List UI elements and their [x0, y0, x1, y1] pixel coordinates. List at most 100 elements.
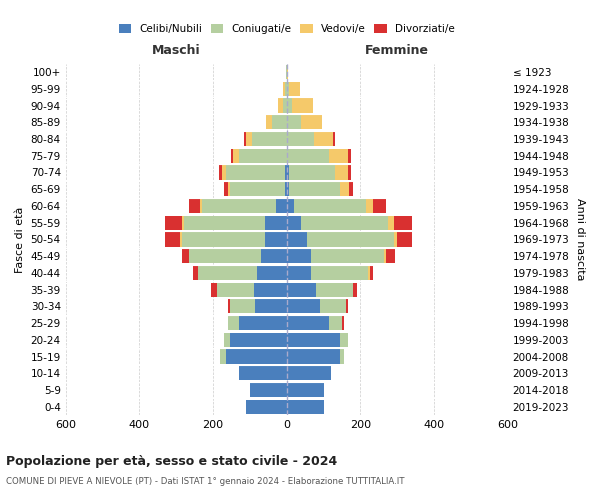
Bar	[265, 232, 287, 246]
Bar	[394, 232, 397, 246]
Bar	[217, 282, 254, 296]
Bar	[228, 316, 239, 330]
Bar	[347, 148, 351, 163]
Y-axis label: Anni di nascita: Anni di nascita	[575, 198, 585, 280]
Bar	[165, 216, 182, 230]
Bar	[320, 299, 346, 314]
Bar	[285, 182, 287, 196]
Bar	[287, 299, 320, 314]
Bar	[287, 199, 294, 213]
Bar	[286, 65, 287, 79]
Bar	[287, 166, 289, 179]
Bar	[222, 166, 226, 179]
Bar	[366, 199, 373, 213]
Bar	[294, 199, 366, 213]
Bar	[385, 249, 386, 264]
Bar	[226, 350, 287, 364]
Bar	[202, 199, 275, 213]
Bar	[189, 249, 261, 264]
Bar	[349, 182, 353, 196]
Bar	[182, 216, 184, 230]
Bar	[266, 115, 272, 130]
Bar	[250, 383, 287, 397]
Bar	[189, 199, 200, 213]
Bar	[370, 266, 373, 280]
Bar	[342, 316, 344, 330]
Bar	[340, 332, 347, 347]
Bar	[252, 132, 287, 146]
Bar	[287, 332, 340, 347]
Bar	[289, 82, 299, 96]
Bar	[287, 216, 301, 230]
Text: Popolazione per età, sesso e stato civile - 2024: Popolazione per età, sesso e stato civil…	[6, 455, 337, 468]
Bar	[246, 132, 252, 146]
Bar	[316, 282, 353, 296]
Bar	[244, 132, 246, 146]
Bar	[230, 299, 256, 314]
Bar	[239, 316, 287, 330]
Bar	[287, 132, 314, 146]
Bar	[346, 299, 347, 314]
Bar	[289, 166, 335, 179]
Bar	[287, 98, 292, 112]
Bar	[256, 299, 287, 314]
Bar	[220, 350, 226, 364]
Bar	[230, 332, 287, 347]
Bar	[239, 366, 287, 380]
Bar	[314, 132, 333, 146]
Bar	[301, 115, 322, 130]
Bar	[287, 350, 340, 364]
Y-axis label: Fasce di età: Fasce di età	[15, 206, 25, 272]
Bar	[311, 266, 368, 280]
Bar	[275, 199, 287, 213]
Bar	[353, 282, 357, 296]
Bar	[301, 216, 388, 230]
Bar	[254, 282, 287, 296]
Bar	[287, 148, 329, 163]
Bar	[283, 98, 287, 112]
Text: COMUNE DI PIEVE A NIEVOLE (PT) - Dati ISTAT 1° gennaio 2024 - Elaborazione TUTTI: COMUNE DI PIEVE A NIEVOLE (PT) - Dati IS…	[6, 478, 404, 486]
Bar	[211, 282, 217, 296]
Bar	[200, 199, 202, 213]
Bar	[226, 166, 285, 179]
Bar	[184, 216, 265, 230]
Bar	[340, 182, 349, 196]
Bar	[307, 232, 394, 246]
Bar	[257, 266, 287, 280]
Bar	[218, 166, 222, 179]
Bar	[232, 148, 233, 163]
Bar	[373, 199, 386, 213]
Bar	[329, 148, 347, 163]
Bar	[224, 182, 228, 196]
Bar	[292, 98, 313, 112]
Legend: Celibi/Nubili, Coniugati/e, Vedovi/e, Divorziati/e: Celibi/Nubili, Coniugati/e, Vedovi/e, Di…	[115, 20, 459, 38]
Bar	[272, 115, 287, 130]
Bar	[287, 366, 331, 380]
Bar	[287, 182, 289, 196]
Bar	[333, 132, 335, 146]
Bar	[165, 232, 180, 246]
Bar	[287, 232, 307, 246]
Bar	[287, 383, 323, 397]
Bar	[329, 316, 342, 330]
Bar	[239, 148, 287, 163]
Bar	[394, 216, 412, 230]
Bar	[340, 350, 344, 364]
Bar	[347, 166, 351, 179]
Text: Maschi: Maschi	[152, 44, 200, 57]
Bar	[180, 232, 182, 246]
Bar	[386, 249, 395, 264]
Bar	[233, 148, 239, 163]
Bar	[287, 82, 289, 96]
Bar	[287, 282, 316, 296]
Bar	[261, 249, 287, 264]
Bar	[283, 82, 285, 96]
Bar	[224, 332, 230, 347]
Bar	[397, 232, 412, 246]
Bar	[287, 266, 311, 280]
Bar	[230, 182, 285, 196]
Bar	[228, 299, 230, 314]
Bar	[388, 216, 394, 230]
Bar	[193, 266, 199, 280]
Bar	[287, 115, 301, 130]
